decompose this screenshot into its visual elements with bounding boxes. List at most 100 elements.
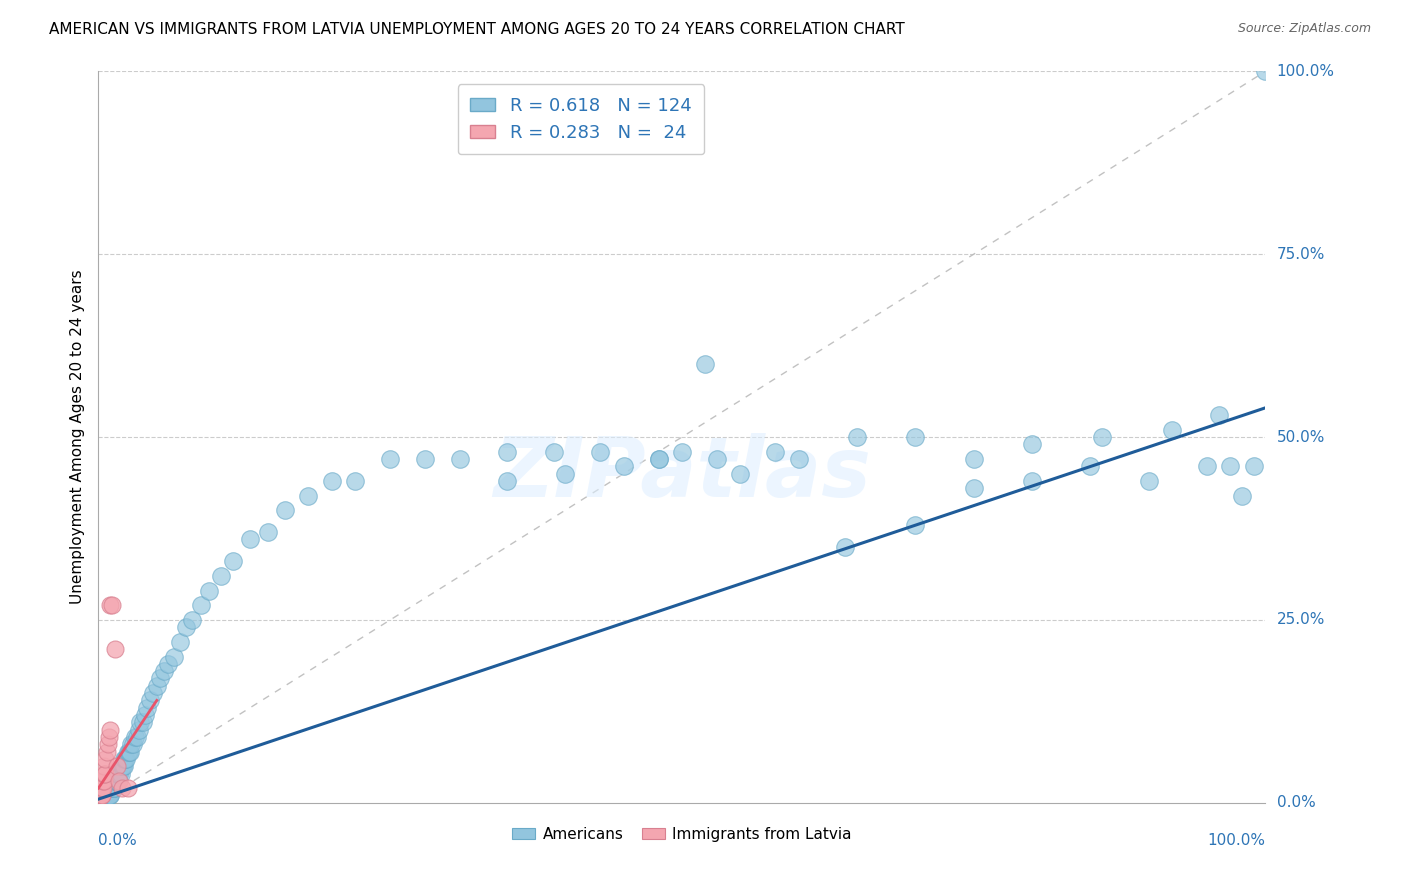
Point <box>90 781 112 796</box>
Point <box>198 583 221 598</box>
Point <box>1091 430 1114 444</box>
Point <box>321 474 343 488</box>
Point <box>904 430 927 444</box>
Point <box>98 781 121 796</box>
Point <box>94 789 117 803</box>
Point <box>647 452 669 467</box>
Point <box>98 599 121 613</box>
Point <box>1021 474 1043 488</box>
Text: 75.0%: 75.0% <box>1277 247 1324 261</box>
Point <box>146 679 169 693</box>
Point <box>94 766 117 780</box>
Point <box>91 773 114 788</box>
Point <box>1161 423 1184 437</box>
Point <box>142 686 165 700</box>
Point <box>104 773 127 788</box>
Point <box>97 789 120 803</box>
Point <box>169 635 191 649</box>
Point <box>239 533 262 547</box>
Point <box>543 444 565 458</box>
Point <box>1195 459 1218 474</box>
Point <box>103 781 125 796</box>
Point <box>100 781 122 796</box>
Point <box>834 540 856 554</box>
Point <box>1021 437 1043 451</box>
Point <box>96 745 118 759</box>
Point <box>157 657 180 671</box>
Point <box>108 766 131 780</box>
Text: 25.0%: 25.0% <box>1277 613 1324 627</box>
Point <box>1230 489 1253 503</box>
Point <box>730 467 752 481</box>
Point <box>93 789 115 803</box>
Point <box>274 503 297 517</box>
Point <box>134 708 156 723</box>
Point <box>114 752 136 766</box>
Point <box>589 444 612 458</box>
Point <box>111 759 134 773</box>
Point <box>90 789 112 803</box>
Point <box>118 745 141 759</box>
Point <box>671 444 693 458</box>
Point <box>96 789 118 803</box>
Point <box>97 789 120 803</box>
Point <box>344 474 367 488</box>
Point <box>93 789 115 803</box>
Point <box>174 620 197 634</box>
Point <box>94 789 117 803</box>
Point <box>117 781 139 796</box>
Point <box>105 759 128 773</box>
Text: 100.0%: 100.0% <box>1208 833 1265 848</box>
Point <box>98 723 121 737</box>
Point <box>449 452 471 467</box>
Point <box>496 474 519 488</box>
Point <box>94 752 117 766</box>
Point <box>93 789 115 803</box>
Point <box>695 357 717 371</box>
Point <box>101 781 124 796</box>
Point <box>93 759 115 773</box>
Point <box>104 773 127 788</box>
Point <box>1080 459 1102 474</box>
Point <box>100 781 122 796</box>
Point <box>107 766 129 780</box>
Point <box>124 730 146 744</box>
Point <box>97 789 120 803</box>
Point <box>96 789 118 803</box>
Point <box>110 766 132 780</box>
Point <box>1219 459 1241 474</box>
Point <box>93 773 115 788</box>
Point <box>98 789 121 803</box>
Text: 50.0%: 50.0% <box>1277 430 1324 444</box>
Point <box>104 773 127 788</box>
Point <box>97 789 120 803</box>
Point <box>103 781 125 796</box>
Text: 100.0%: 100.0% <box>1277 64 1334 78</box>
Point <box>554 467 576 481</box>
Point <box>97 789 120 803</box>
Text: ZIPatlas: ZIPatlas <box>494 434 870 514</box>
Text: AMERICAN VS IMMIGRANTS FROM LATVIA UNEMPLOYMENT AMONG AGES 20 TO 24 YEARS CORREL: AMERICAN VS IMMIGRANTS FROM LATVIA UNEMP… <box>49 22 905 37</box>
Point <box>1254 64 1277 78</box>
Point <box>118 745 141 759</box>
Point <box>256 525 278 540</box>
Point <box>90 789 112 803</box>
Point <box>647 452 669 467</box>
Point <box>101 599 124 613</box>
Point <box>111 781 134 796</box>
Point <box>103 781 125 796</box>
Point <box>97 737 120 751</box>
Point <box>128 723 150 737</box>
Point <box>190 599 212 613</box>
Text: 0.0%: 0.0% <box>98 833 138 848</box>
Point <box>962 481 984 495</box>
Point <box>91 789 114 803</box>
Point <box>94 789 117 803</box>
Point <box>104 773 127 788</box>
Point <box>108 773 131 788</box>
Point <box>613 459 636 474</box>
Point <box>97 730 120 744</box>
Text: 0.0%: 0.0% <box>1277 796 1315 810</box>
Point <box>1243 459 1265 474</box>
Point <box>100 781 122 796</box>
